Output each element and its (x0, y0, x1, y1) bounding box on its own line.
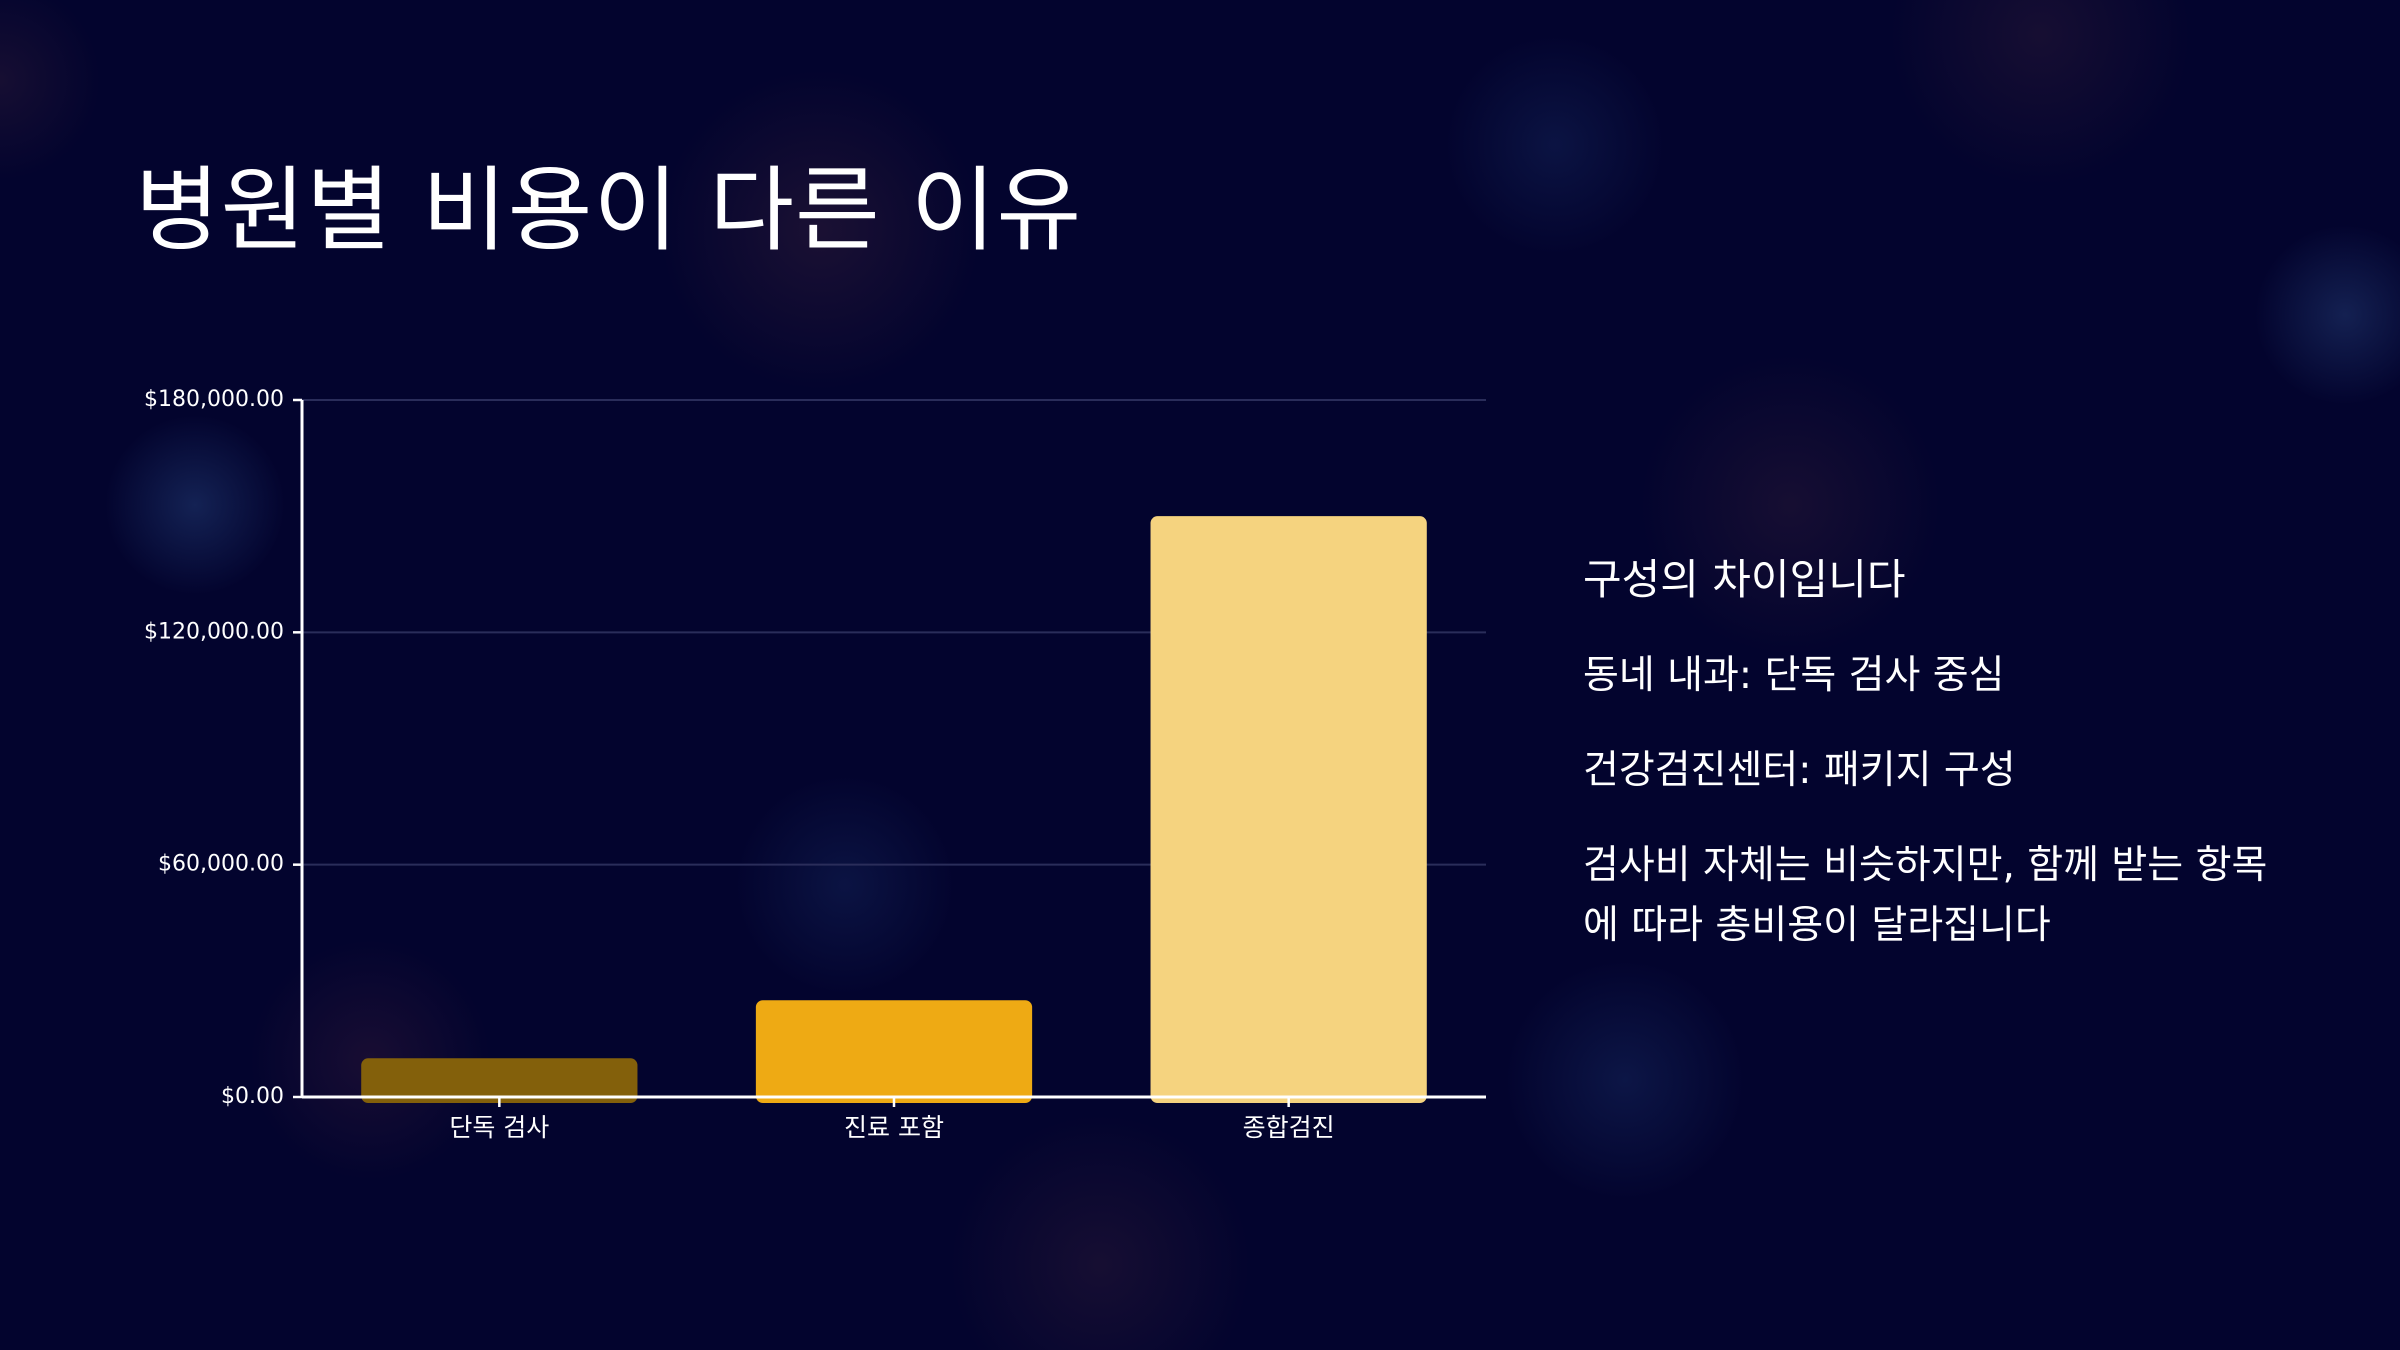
y-axis-ticks: $0.00 $60,000.00 $120,000.00 $180,000.00 (144, 387, 302, 1109)
y-tick-label: $120,000.00 (144, 619, 284, 644)
x-tick-label: 종합검진 (1243, 1113, 1335, 1142)
side-panel: 구성의 차이입니다 동네 내과: 단독 검사 중심 건강검진센터: 패키지 구성… (1583, 548, 2283, 957)
bars (361, 516, 1427, 1103)
side-heading: 구성의 차이입니다 (1583, 555, 1906, 604)
x-tick-label: 단독 검사 (449, 1113, 549, 1142)
slide-title: 병원별 비용이 다른 이유 (135, 157, 1083, 264)
side-item-local-clinic: 동네 내과: 단독 검사 중심 (1583, 653, 2005, 698)
x-tick-label: 진료 포함 (844, 1113, 944, 1142)
bar (755, 1000, 1033, 1103)
side-note: 검사비 자체는 비슷하지만, 함께 받는 항목에 따라 총비용이 달라집니다 (1583, 843, 2268, 949)
y-tick-label: $0.00 (221, 1084, 284, 1109)
bar (361, 1058, 638, 1103)
side-item-checkup-center: 건강검진센터: 패키지 구성 (1583, 747, 2016, 793)
y-tick-label: $60,000.00 (158, 852, 284, 877)
x-axis-ticks: 단독 검사 진료 포함 종합검진 (449, 1097, 1335, 1142)
y-tick-label: $180,000.00 (144, 387, 284, 412)
bar (1150, 516, 1427, 1103)
